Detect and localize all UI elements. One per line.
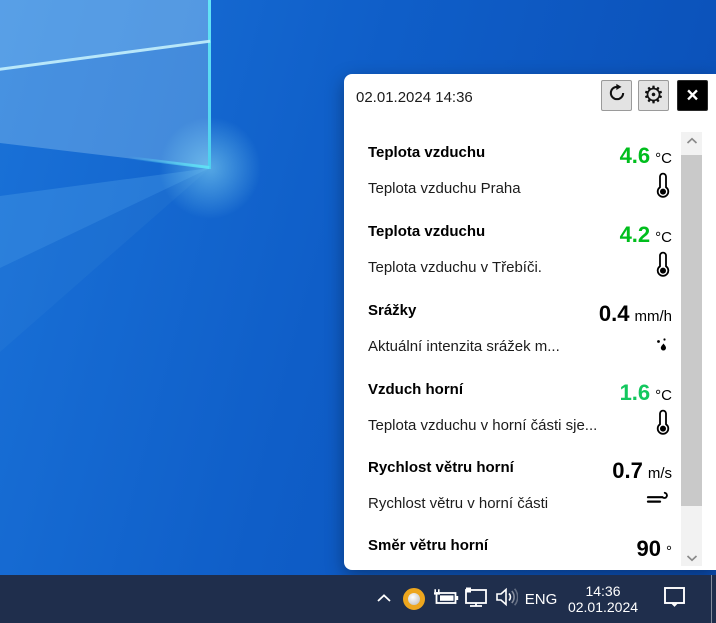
sensor-unit: ° — [666, 543, 672, 560]
sensor-subtitle: Teplota vzduchu v horní části sje... — [368, 417, 598, 434]
sensor-title: Srážky — [368, 302, 417, 319]
refresh-icon — [607, 83, 627, 108]
sensor-title: Směr větru horní — [368, 537, 489, 554]
sensor-row[interactable]: Srážky 0.4 mm/h Aktuální intenzita sráže… — [368, 301, 672, 380]
sensor-value: 1.6 — [619, 380, 651, 405]
sensor-unit: °C — [655, 229, 672, 246]
sensor-row[interactable]: Teplota vzduchu 4.6 °C Teplota vzduchu P… — [368, 143, 672, 222]
volume-tray-icon[interactable] — [492, 575, 520, 623]
thermometer-icon — [656, 251, 670, 283]
thermometer-icon — [656, 409, 670, 441]
clock-time: 14:36 — [585, 583, 621, 599]
show-desktop-separator[interactable] — [711, 575, 712, 623]
taskbar: ENG 14:36 02.01.2024 — [0, 575, 716, 623]
sensor-value-box: 4.6 °C — [620, 143, 672, 169]
scroll-down-button[interactable] — [681, 549, 702, 566]
sensor-value: 0.7 — [612, 458, 643, 483]
drizzle-icon — [653, 336, 670, 358]
weather-tray-icon[interactable] — [400, 575, 428, 623]
sensor-value-box: 90 ° — [637, 536, 672, 562]
panel-timestamp: 02.01.2024 14:36 — [356, 89, 473, 106]
close-icon: × — [686, 84, 699, 107]
battery-tray-icon[interactable] — [430, 575, 460, 623]
tray-overflow-button[interactable] — [370, 575, 398, 623]
wind-icon — [646, 491, 670, 511]
speaker-icon — [494, 587, 519, 612]
sensor-value: 4.2 — [619, 222, 651, 247]
sensor-title: Rychlost větru horní — [368, 459, 514, 476]
sensor-subtitle: Teplota vzduchu Praha — [368, 180, 521, 197]
clock-date: 02.01.2024 — [567, 599, 639, 615]
chevron-down-icon — [686, 549, 698, 567]
sensor-value-box: 4.2 °C — [620, 222, 672, 248]
taskbar-clock[interactable]: 14:36 02.01.2024 — [560, 575, 646, 623]
action-center-icon — [662, 585, 687, 614]
weather-app-icon — [403, 588, 425, 610]
sensor-subtitle: Teplota vzduchu v Třebíči. — [368, 259, 542, 276]
sensor-title: Teplota vzduchu — [368, 144, 486, 161]
thermometer-icon — [656, 172, 670, 204]
scroll-up-button[interactable] — [681, 132, 702, 149]
sensor-subtitle: Rychlost větru v horní části — [368, 495, 549, 512]
language-indicator[interactable]: ENG — [524, 575, 558, 623]
panel-scrollbar[interactable] — [681, 132, 702, 566]
language-label: ENG — [524, 590, 558, 608]
sensor-unit: m/s — [647, 465, 672, 482]
ethernet-icon — [463, 586, 489, 613]
close-button[interactable]: × — [677, 80, 708, 111]
scrollbar-thumb[interactable] — [681, 155, 702, 506]
action-center-button[interactable] — [656, 575, 692, 623]
sensor-title: Vzduch horní — [368, 381, 463, 398]
sensor-subtitle: Aktuální intenzita srážek m... — [368, 338, 560, 355]
sensor-value-box: 0.4 mm/h — [599, 301, 672, 327]
wallpaper-cyan-edge — [208, 0, 211, 169]
chevron-up-icon — [686, 132, 698, 150]
sensor-row[interactable]: Vzduch horní 1.6 °C Teplota vzduchu v ho… — [368, 380, 672, 459]
sensor-row[interactable]: Rychlost větru horní 0.7 m/s Rychlost vě… — [368, 458, 672, 537]
gear-icon: ⚙ — [642, 81, 665, 109]
sensor-unit: mm/h — [634, 308, 673, 325]
sensor-title: Teplota vzduchu — [368, 223, 486, 240]
sensor-value: 0.4 — [598, 301, 630, 326]
sensor-unit: °C — [655, 150, 672, 167]
network-tray-icon[interactable] — [461, 575, 491, 623]
sensor-row[interactable]: Teplota vzduchu 4.2 °C Teplota vzduchu v… — [368, 222, 672, 301]
settings-button[interactable]: ⚙ — [638, 80, 669, 111]
sensor-value: 4.6 — [619, 143, 651, 168]
refresh-button[interactable] — [601, 80, 632, 111]
sensor-value: 90 — [636, 536, 661, 561]
weather-widget-panel: 02.01.2024 14:36 ⚙ × Teplota vzduchu 4.6… — [344, 74, 716, 570]
battery-charging-icon — [432, 587, 459, 612]
sensor-value-box: 0.7 m/s — [612, 458, 672, 484]
sensor-row[interactable]: Směr větru horní 90 ° — [368, 536, 672, 615]
sensor-value-box: 1.6 °C — [620, 380, 672, 406]
chevron-up-icon — [376, 590, 392, 608]
sensor-unit: °C — [655, 387, 672, 404]
